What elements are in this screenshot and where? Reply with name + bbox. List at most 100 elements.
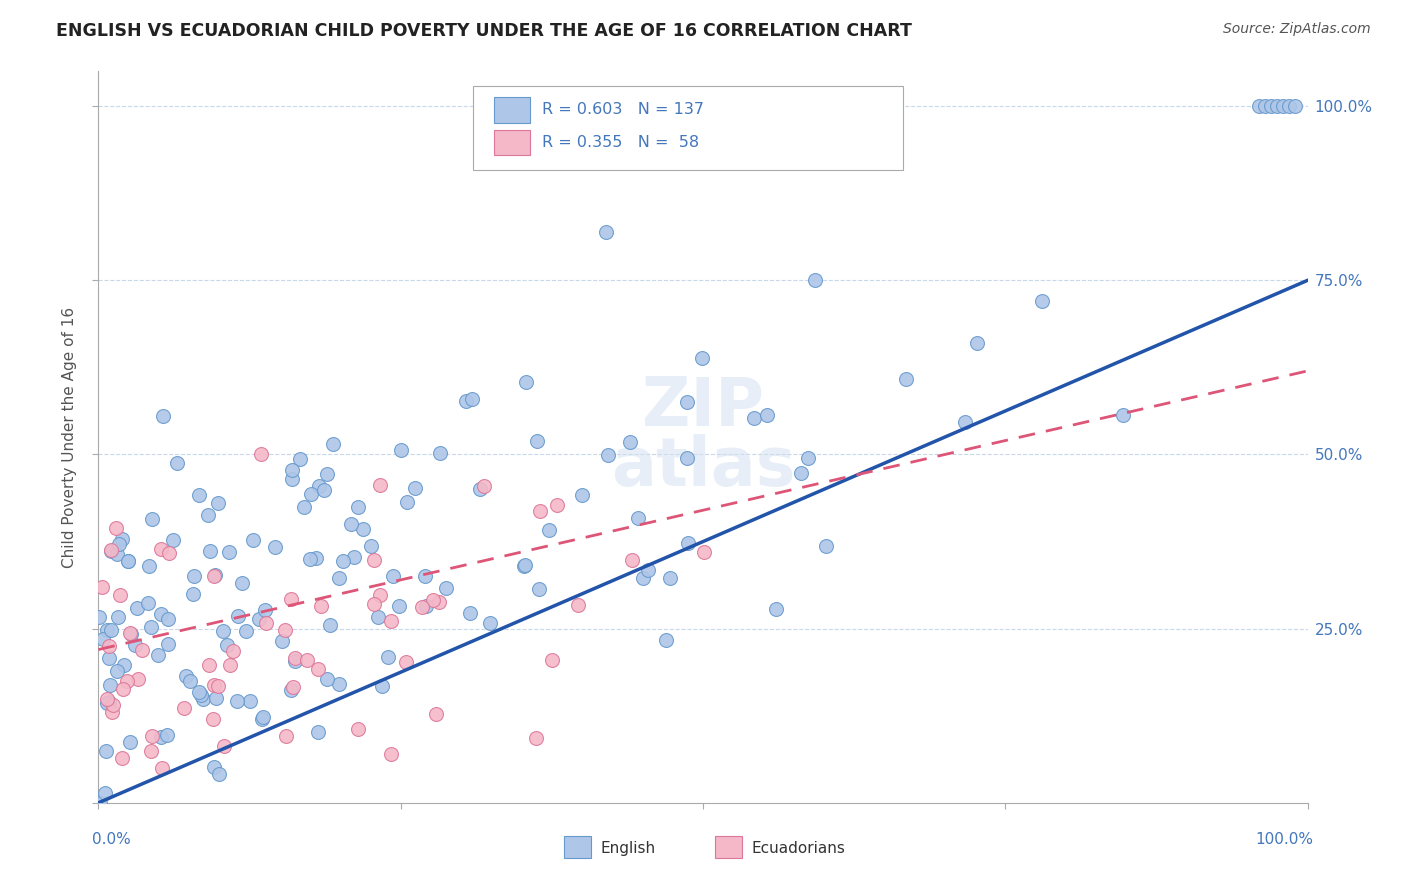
Point [595,225,617,239]
Point [105,547,128,561]
Point [280,592,302,607]
Point [512,558,534,573]
Point [98,639,121,653]
Point [212,739,235,754]
Point [91,580,114,594]
Point [415,599,437,613]
Point [146,648,169,662]
Point [1267,99,1289,113]
Text: 0.0%: 0.0% [93,832,131,847]
Point [328,572,350,586]
Point [422,593,444,607]
Point [529,503,551,517]
Point [299,552,322,566]
Point [112,657,135,672]
Point [115,674,138,689]
Point [896,372,918,386]
Point [157,546,180,560]
Point [307,725,329,739]
Text: R = 0.355   N =  58: R = 0.355 N = 58 [543,135,699,150]
Bar [494,97,530,122]
Point [219,658,242,673]
Point [1278,99,1301,113]
Point [280,682,302,697]
Point [98,678,121,692]
Point [765,602,787,616]
Point [328,677,350,691]
Point [284,654,307,668]
Point [371,679,394,693]
Point [100,623,122,637]
Point [271,633,294,648]
Point [429,446,451,460]
Point [204,567,226,582]
Point [94,744,117,758]
Point [242,533,264,548]
Point [276,729,298,743]
Point [382,569,405,583]
Point [250,712,273,726]
Point [150,542,173,557]
Point [322,436,344,450]
Text: Ecuadorians: Ecuadorians [751,840,845,855]
Point [108,537,131,551]
Point [1254,99,1277,113]
Point [468,482,491,496]
Text: ENGLISH VS ECUADORIAN CHILD POVERTY UNDER THE AGE OF 16 CORRELATION CHART: ENGLISH VS ECUADORIAN CHILD POVERTY UNDE… [56,22,912,40]
Point [139,743,162,757]
Point [218,545,240,559]
Point [274,624,297,638]
Point [571,487,593,501]
Point [1031,294,1053,309]
Point [141,729,163,743]
Point [427,595,450,609]
Point [755,409,778,423]
Point [100,542,122,557]
Point [253,602,276,616]
Point [96,696,118,710]
Text: ZIP
atlas: ZIP atlas [610,374,796,500]
Point [101,705,124,719]
Text: Source: ZipAtlas.com: Source: ZipAtlas.com [1223,22,1371,37]
Bar [494,130,530,155]
Point [139,620,162,634]
Point [162,533,184,548]
Point [202,569,225,583]
Point [434,581,457,595]
Point [627,511,650,525]
Point [367,610,389,624]
Point [127,672,149,686]
Point [105,664,128,678]
Point [347,722,370,736]
Point [955,415,977,429]
Point [316,672,339,686]
Point [217,638,239,652]
Y-axis label: Child Poverty Under the Age of 16: Child Poverty Under the Age of 16 [62,307,77,567]
Point [413,568,436,582]
Point [380,747,402,761]
Point [621,553,644,567]
Point [309,599,332,614]
Point [567,598,589,612]
Point [308,479,330,493]
Point [202,760,225,774]
Text: English: English [600,840,655,855]
Point [411,599,433,614]
Point [803,273,825,287]
Point [112,682,135,697]
Point [515,375,537,389]
Point [478,616,501,631]
Point [659,571,682,585]
Point [208,767,231,781]
Point [527,582,550,597]
Point [346,500,368,514]
Point [513,558,536,572]
Point [675,450,697,465]
FancyBboxPatch shape [474,86,903,170]
Point [814,539,837,553]
Point [124,638,146,652]
Point [254,616,277,631]
Point [363,552,385,566]
Point [526,434,548,449]
Point [120,627,142,641]
